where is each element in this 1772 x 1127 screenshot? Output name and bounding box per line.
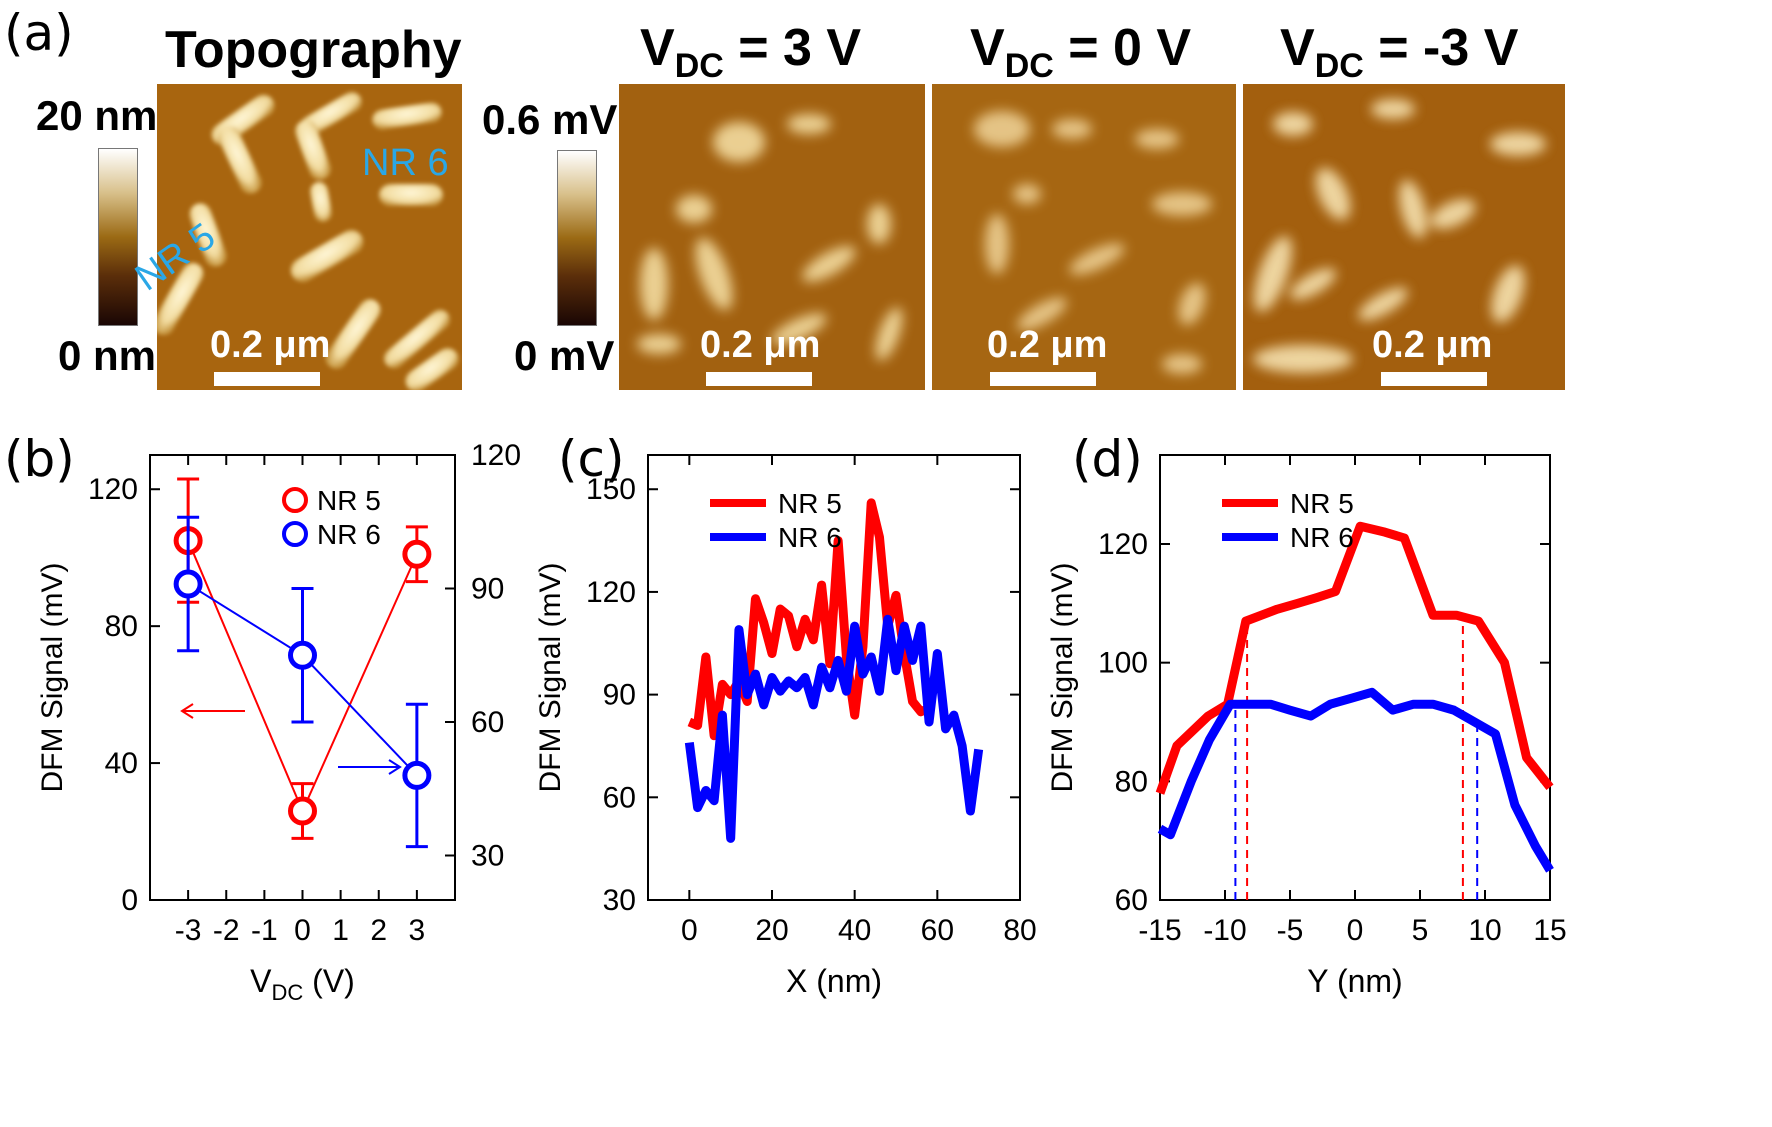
legend-label: NR 5 [317, 485, 381, 516]
vdc-prefix: V [970, 19, 1005, 77]
y2-tick-label: 60 [471, 706, 504, 739]
legend-label: NR 6 [317, 519, 381, 550]
scalebar-3v [706, 372, 812, 386]
vdc-value: = 0 V [1053, 19, 1192, 77]
x-tick-label: 0 [681, 914, 698, 947]
y2-tick-label: 90 [471, 573, 504, 606]
legend-label: NR 6 [1290, 522, 1354, 553]
x-tick-label: 5 [1412, 914, 1429, 947]
x-tick-label: -5 [1277, 914, 1304, 947]
panel-b-letter: (b) [4, 430, 75, 488]
x-tick-label: -2 [213, 914, 240, 947]
x-tick-label: 10 [1468, 914, 1501, 947]
y-tick-label: 60 [603, 781, 636, 814]
y2-tick-label: 120 [471, 439, 521, 472]
x-axis-label: VDC (V) [250, 963, 355, 1005]
vdc-title-0v: VDC = 0 V [970, 18, 1191, 86]
data-point [402, 539, 432, 569]
x-tick-label: 3 [409, 914, 426, 947]
y-tick-label: 30 [603, 884, 636, 917]
plot-frame-1 [647, 454, 1021, 901]
panel-d-letter: (d) [1072, 430, 1143, 488]
nr5-label: NR 6 [362, 142, 449, 184]
topography-image [157, 84, 462, 390]
series-line-nr6 [684, 614, 984, 843]
y-tick-label: 120 [586, 576, 636, 609]
dfm-image-0v [932, 84, 1236, 390]
data-point [402, 760, 432, 790]
y-tick-label: 80 [1115, 765, 1148, 798]
y-tick-label: 120 [88, 473, 138, 506]
y-tick-label: 120 [1098, 528, 1148, 561]
scalebar-neg3v [1381, 372, 1487, 386]
dfm-image-neg3v [1243, 84, 1565, 390]
vdc-sub: DC [1004, 47, 1054, 85]
y-axis-label: DFM Signal (mV) [534, 562, 567, 792]
vdc-title-neg3v: VDC = -3 V [1280, 18, 1518, 86]
data-point [173, 569, 203, 599]
x-tick-label: -15 [1138, 914, 1181, 947]
legend-label: NR 5 [778, 488, 842, 519]
y-tick-label: 100 [1098, 647, 1148, 680]
vdc-sub: DC [674, 47, 724, 85]
topography-title: Topography [165, 21, 462, 79]
x-tick-label: -1 [251, 914, 278, 947]
topo-scale-bottom: 0 nm [58, 332, 157, 379]
y-tick-label: 90 [603, 679, 636, 712]
dfm-colorbar [557, 150, 597, 326]
y2-tick-label: 30 [471, 840, 504, 873]
x-tick-label: 80 [1003, 914, 1036, 947]
topo-scale-top: 20 nm [36, 92, 158, 139]
scalebar-0v [990, 372, 1096, 386]
y-axis-label: DFM Signal (mV) [1046, 562, 1079, 792]
x-tick-label: 2 [370, 914, 387, 947]
vdc-title-3v: VDC = 3 V [640, 18, 861, 86]
plot-frame-2 [1159, 454, 1551, 901]
arrow-head-left [180, 703, 194, 719]
scalebar-text-3v: 0.2 μm [700, 324, 821, 366]
x-tick-label: 15 [1533, 914, 1566, 947]
y-axis-label: DFM Signal (mV) [36, 562, 69, 792]
dfm-scale-top: 0.6 mV [482, 96, 618, 143]
x-tick-label: 40 [838, 914, 871, 947]
x-axis-label: Y (nm) [1307, 963, 1402, 999]
scalebar-topo [214, 372, 320, 386]
x-tick-label: 60 [921, 914, 954, 947]
dfm-image-3v [619, 84, 925, 390]
vdc-sub: DC [1314, 47, 1364, 85]
vdc-value: = 3 V [723, 19, 862, 77]
legend-marker [282, 521, 308, 547]
y-tick-label: 40 [105, 747, 138, 780]
scalebar-text-0v: 0.2 μm [987, 324, 1108, 366]
vdc-prefix: V [640, 19, 675, 77]
dfm-scale-bottom: 0 mV [514, 332, 615, 379]
panel-a-letter: (a) [4, 4, 74, 62]
data-point [288, 640, 317, 670]
x-tick-label: 20 [755, 914, 788, 947]
vdc-value: = -3 V [1363, 19, 1519, 77]
data-point [288, 796, 317, 826]
vdc-prefix: V [1280, 19, 1315, 77]
y-tick-label: 0 [121, 884, 138, 917]
x-tick-label: 0 [1347, 914, 1364, 947]
arrow-head-right [388, 759, 402, 775]
x-tick-label: -3 [175, 914, 202, 947]
legend-label: NR 6 [778, 522, 842, 553]
x-tick-label: -10 [1203, 914, 1246, 947]
panel-c-letter: (c) [558, 430, 625, 488]
legend-marker [282, 487, 308, 513]
series-line-nr5 [1155, 521, 1554, 795]
series-line-nr6 [1157, 687, 1554, 873]
legend-label: NR 5 [1290, 488, 1354, 519]
x-tick-label: 1 [332, 914, 349, 947]
x-axis-label: X (nm) [786, 963, 882, 999]
scalebar-text-neg3v: 0.2 μm [1372, 324, 1493, 366]
y-tick-label: 80 [105, 610, 138, 643]
topo-colorbar [98, 148, 138, 326]
y-tick-label: 150 [586, 473, 636, 506]
x-tick-label: 0 [294, 914, 311, 947]
y-tick-label: 60 [1115, 884, 1148, 917]
scalebar-text-topo: 0.2 μm [210, 324, 331, 366]
